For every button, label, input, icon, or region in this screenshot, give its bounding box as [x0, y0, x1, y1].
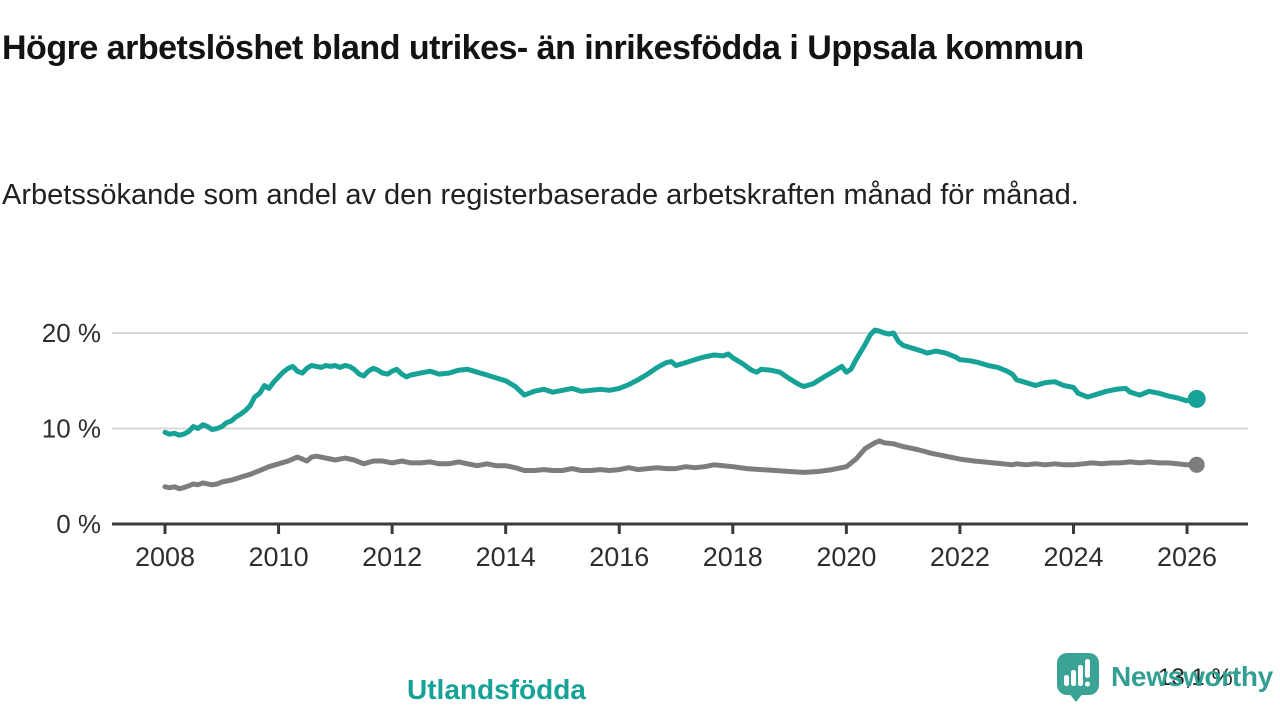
x-tick-label: 2022 — [930, 542, 990, 572]
x-tick-label: 2012 — [362, 542, 422, 572]
x-tick-label: 2018 — [703, 542, 763, 572]
x-tick-label: 2008 — [135, 542, 195, 572]
x-tick-label: 2020 — [816, 542, 876, 572]
y-tick-label: 0 % — [56, 509, 101, 539]
chart-canvas: 0 % 10 % 20 % 2008 2010 2012 2014 2016 2018 2020 2… — [42, 318, 1248, 572]
end-value-utlandsfodda: 13,1 % — [1158, 664, 1233, 691]
y-tick-label: 10 % — [42, 414, 101, 444]
x-tick-label: 2016 — [589, 542, 649, 572]
series-label-utlandsfodda: Utlandsfödda — [407, 674, 586, 705]
newsworthy-bubble-chart-icon — [1057, 653, 1099, 702]
chart-subtitle: Arbetssökande som andel av den registerb… — [2, 179, 1079, 211]
y-tick-label: 20 % — [42, 318, 101, 348]
x-tick-label: 2026 — [1157, 542, 1217, 572]
series-end-dot-utlandsfodda — [1187, 389, 1206, 408]
x-tick-label: 2014 — [476, 542, 536, 572]
page-title: Högre arbetslöshet bland utrikes- än inr… — [2, 29, 1084, 67]
newsworthy-wordmark: Newsworthy — [1111, 661, 1273, 692]
newsworthy-logo: Newsworthy — [1056, 652, 1273, 702]
x-tick-label: 2010 — [249, 542, 309, 572]
series-end-dot-total-arbetsloshet — [1188, 456, 1205, 473]
series-line-utlandsfodda — [162, 327, 1200, 438]
x-tick-label: 2024 — [1043, 542, 1103, 572]
line-chart: 0 % 10 % 20 % 2008 2010 2012 2014 2016 2018 2020 2… — [0, 300, 1280, 705]
series-line-total-arbetsloshet — [162, 438, 1200, 492]
